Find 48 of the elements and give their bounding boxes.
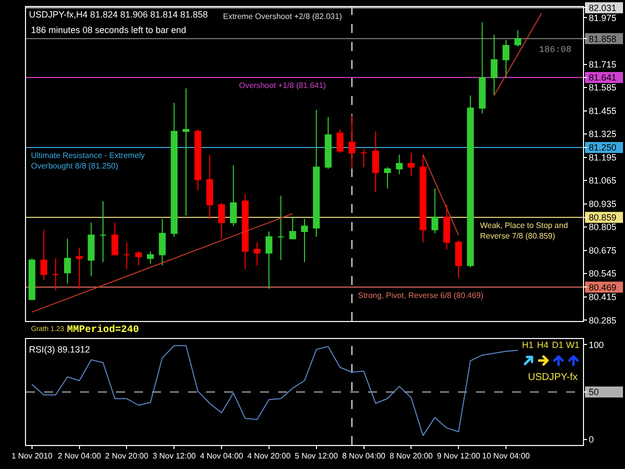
y-tick-label: 80.935 bbox=[588, 198, 616, 209]
ref-line-label: Strong, Pivot, Reverse 6/8 (80.469) bbox=[358, 291, 484, 300]
y-tick-label: 81.975 bbox=[588, 12, 616, 23]
y-tick-label: 80.545 bbox=[588, 268, 616, 279]
y-tick-label: 80.859 bbox=[588, 212, 616, 223]
x-tick-label: 8 Nov 04:00 bbox=[342, 452, 386, 461]
y-tick-label: 80.469 bbox=[588, 282, 616, 292]
y-tick-label: 81.585 bbox=[588, 82, 616, 93]
x-tick-label: 9 Nov 12:00 bbox=[436, 452, 481, 461]
x-tick-label: 5 Nov 12:00 bbox=[294, 452, 338, 461]
x-tick-label: 10 Nov 04:00 bbox=[482, 452, 530, 461]
y-tick-label: 81.325 bbox=[588, 129, 616, 140]
x-tick-label: 2 Nov 20:00 bbox=[105, 452, 149, 461]
y-tick-label: 81.065 bbox=[588, 176, 616, 186]
y-tick-label: 0 bbox=[588, 434, 594, 444]
y-tick-label: 100 bbox=[588, 340, 604, 350]
y-tick-label: 80.805 bbox=[588, 222, 616, 232]
x-tick-label: 2 Nov 04:00 bbox=[58, 452, 102, 461]
annotation: 186:08 bbox=[539, 45, 572, 55]
ref-line-label: Overshoot +1/8 (81.641) bbox=[239, 81, 326, 90]
y-tick-label: 81.858 bbox=[588, 34, 616, 44]
y-tick-label: 80.675 bbox=[588, 245, 616, 256]
text: RSI(3) 89.1312 bbox=[29, 344, 90, 354]
annotation: H1 bbox=[522, 340, 534, 350]
x-tick-label: 4 Nov 20:00 bbox=[247, 452, 292, 461]
y-tick-label: 81.250 bbox=[588, 142, 616, 153]
y-tick-label: 50 bbox=[588, 387, 599, 398]
y-tick-label: 81.641 bbox=[588, 72, 616, 83]
annotation: H4 bbox=[537, 340, 549, 350]
y-tick-label: 81.715 bbox=[588, 59, 616, 70]
annotation: USDJPY-fx bbox=[528, 372, 578, 383]
x-tick-label: 1 Nov 2010 bbox=[11, 452, 53, 461]
y-tick-label: 81.195 bbox=[588, 152, 616, 162]
ref-line-label: Extreme Overshoot +2/8 (82.031) bbox=[223, 12, 342, 21]
ref-line-label: Weak, Place to Stop and Reverse 7/8 (80.859) bbox=[480, 221, 568, 240]
x-tick-label: 4 Nov 04:00 bbox=[200, 452, 244, 461]
chart-title: USDJPY-fx,H4 81.824 81.906 81.814 81.858 bbox=[29, 9, 208, 20]
text: 186 minutes 08 seconds left to bar end bbox=[31, 25, 186, 35]
ref-line-label: Ultimate Resistance - Extremely Overbought 8/8 (81.250) bbox=[31, 151, 145, 170]
x-tick-label: 3 Nov 12:00 bbox=[152, 452, 196, 461]
y-tick-label: 82.031 bbox=[588, 2, 616, 13]
annotation: D1 bbox=[552, 340, 564, 350]
y-tick-label: 80.415 bbox=[588, 292, 616, 302]
y-tick-label: 80.285 bbox=[588, 315, 616, 326]
text: MMPeriod=240 bbox=[67, 324, 140, 336]
annotation: W1 bbox=[566, 340, 580, 350]
y-tick-label: 81.455 bbox=[588, 106, 616, 116]
x-tick-label: 8 Nov 20:00 bbox=[390, 452, 434, 461]
